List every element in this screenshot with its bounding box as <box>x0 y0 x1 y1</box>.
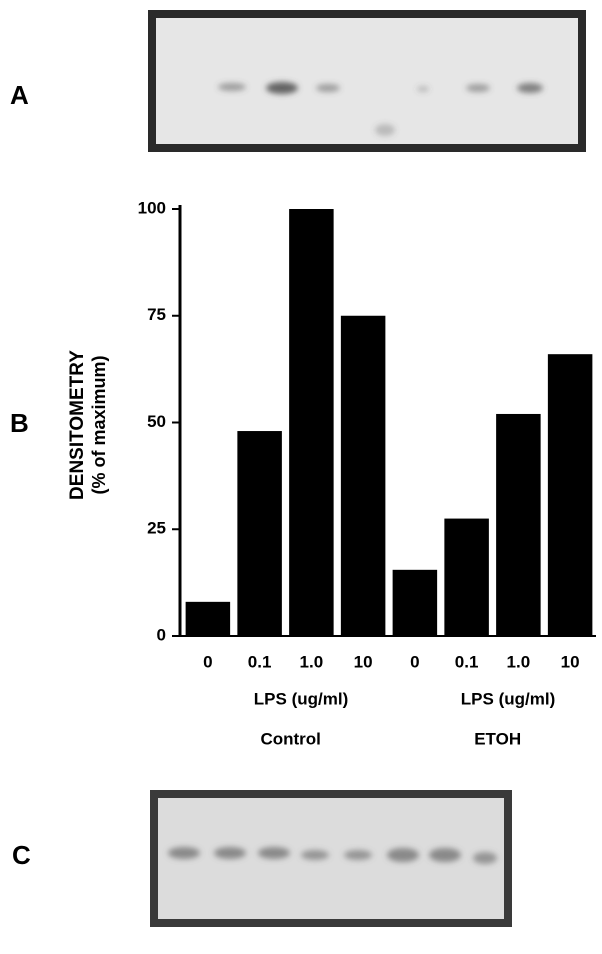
y-axis-label: (% of maximum) <box>89 355 109 494</box>
x-tick-label: 0 <box>410 652 419 671</box>
x-tick-label: 0.1 <box>248 652 272 671</box>
bar <box>548 354 593 636</box>
bar <box>289 209 334 636</box>
panel-label: C <box>12 840 31 870</box>
y-tick-label: 100 <box>138 198 166 217</box>
group-label: Control <box>260 729 320 748</box>
group-unit-label: LPS (ug/ml) <box>254 689 348 708</box>
figure: A B C DENSITOMETRY (% of maximum) 0 25 50 7… <box>0 0 602 954</box>
y-tick-label: 75 <box>147 305 166 324</box>
y-tick-label: 25 <box>147 519 166 538</box>
blot-a <box>148 10 586 152</box>
group-unit-label: LPS (ug/ml) <box>461 689 555 708</box>
bar <box>237 431 282 636</box>
blot-c <box>150 790 512 927</box>
bar <box>341 316 386 636</box>
x-tick-label: 10 <box>561 652 580 671</box>
x-tick-label: 0 <box>203 652 212 671</box>
x-tick-label: 1.0 <box>507 652 531 671</box>
y-tick-label: 50 <box>147 412 166 431</box>
x-tick-label: 1.0 <box>300 652 324 671</box>
group-label: ETOH <box>474 729 521 748</box>
panel-label: B <box>10 408 29 438</box>
panel-label: A <box>10 80 29 110</box>
bar <box>393 570 438 636</box>
y-tick-label: 0 <box>157 625 166 644</box>
bar <box>444 519 489 636</box>
bar <box>186 602 231 636</box>
bar <box>496 414 541 636</box>
x-tick-label: 0.1 <box>455 652 479 671</box>
y-axis-label: DENSITOMETRY <box>67 350 88 500</box>
x-tick-label: 10 <box>354 652 373 671</box>
